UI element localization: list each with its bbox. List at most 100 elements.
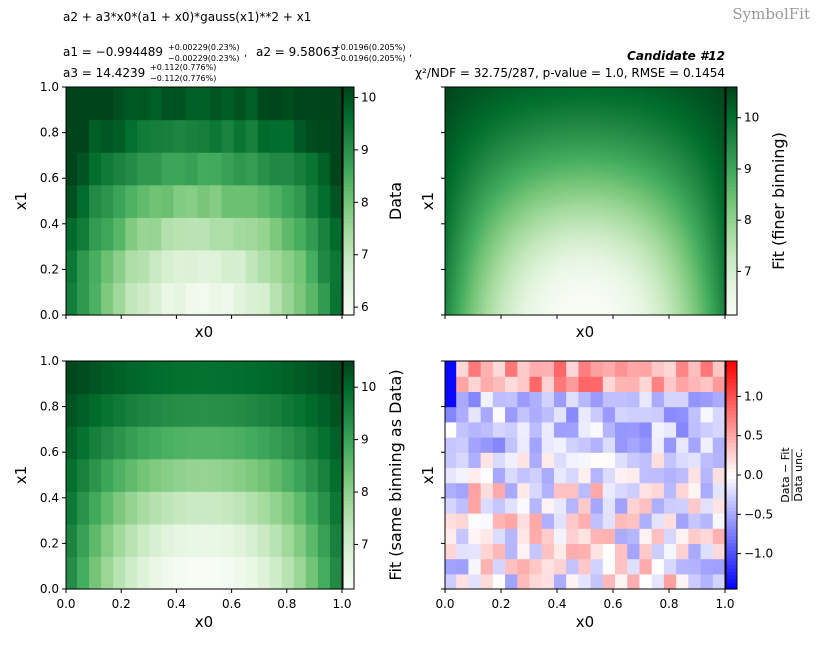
heatmap-cell <box>649 258 653 261</box>
heatmap-cell <box>492 312 496 316</box>
heatmap-cell <box>587 242 592 245</box>
heatmap-cell <box>557 255 561 259</box>
heatmap-cell <box>467 310 471 314</box>
heatmap-cell <box>467 230 471 234</box>
heatmap-cell <box>669 246 673 250</box>
heatmap-cell <box>461 296 466 300</box>
heatmap-cell <box>705 242 709 245</box>
heatmap-cell <box>571 262 575 266</box>
heatmap-cell <box>716 276 720 280</box>
heatmap-cell <box>523 255 527 259</box>
heatmap-cell <box>467 273 471 277</box>
heatmap-cell <box>492 271 496 275</box>
heatmap-cell <box>492 299 496 302</box>
heatmap-cell <box>576 276 580 280</box>
heatmap-cell <box>473 262 477 266</box>
heatmap-cell <box>699 260 704 264</box>
heatmap-cell <box>565 294 569 298</box>
heatmap-cell <box>467 246 471 250</box>
heatmap-cell <box>635 312 639 316</box>
heatmap-cell <box>245 119 259 153</box>
heatmap-cell <box>464 251 468 255</box>
heatmap-cell <box>529 267 533 270</box>
heatmap-cell <box>506 226 510 229</box>
heatmap-cell <box>694 292 698 296</box>
heatmap-cell <box>551 264 555 268</box>
heatmap-cell <box>677 283 681 286</box>
heatmap-cell <box>666 223 670 227</box>
heatmap-cell <box>464 287 468 291</box>
heatmap-cell <box>484 237 488 241</box>
heatmap-cell <box>618 310 622 314</box>
heatmap-cell <box>568 296 572 300</box>
heatmap-cell <box>694 273 698 277</box>
heatmap-cell <box>557 223 561 227</box>
heatmap-cell <box>719 242 723 245</box>
heatmap-cell <box>697 258 701 261</box>
heatmap-cell <box>641 219 645 223</box>
heatmap-cell <box>646 251 650 255</box>
heatmap-cell <box>543 237 547 241</box>
colorbar-swatch <box>343 90 354 95</box>
heatmap-cell <box>125 87 138 121</box>
heatmap-cell <box>699 271 704 275</box>
heatmap-cell <box>699 264 704 268</box>
heatmap-cell <box>615 235 620 239</box>
heatmap-cell <box>467 299 471 302</box>
heatmap-cell <box>464 255 468 259</box>
heatmap-cell <box>473 237 477 241</box>
heatmap-cell <box>503 273 508 277</box>
heatmap-cell <box>632 226 636 229</box>
heatmap-cell <box>495 278 499 282</box>
heatmap-cell <box>534 310 538 314</box>
heatmap-cell <box>459 219 463 223</box>
heatmap-cell <box>545 278 550 282</box>
heatmap-cell <box>548 264 552 268</box>
heatmap-cell <box>596 280 600 284</box>
heatmap-cells <box>66 87 343 316</box>
heatmap-cell <box>716 289 720 293</box>
heatmap-cell <box>470 258 474 261</box>
heatmap-cell <box>573 242 578 245</box>
heatmap-cell <box>691 246 695 250</box>
heatmap-cell <box>585 285 589 289</box>
heatmap-cell <box>663 299 667 302</box>
heatmap-cell <box>663 285 667 289</box>
heatmap-cell <box>685 278 690 282</box>
heatmap-cell <box>711 292 715 296</box>
heatmap-cell <box>596 267 600 270</box>
heatmap-cell <box>484 312 488 316</box>
heatmap-cell <box>568 303 572 307</box>
heatmap-cell <box>587 228 592 232</box>
heatmap-cell <box>655 312 659 316</box>
heatmap-cell <box>708 278 712 282</box>
heatmap-cell <box>683 312 687 316</box>
heatmap-cell <box>529 308 533 312</box>
heatmap-cell <box>481 244 485 248</box>
heatmap-cell <box>590 292 594 296</box>
heatmap-cell <box>445 232 449 236</box>
heatmap-cell <box>545 269 550 273</box>
heatmap-cell <box>565 219 569 223</box>
heatmap-cell <box>629 303 634 307</box>
heatmap-cell <box>699 230 704 234</box>
heatmap-cell <box>582 264 586 268</box>
heatmap-cell <box>705 283 709 286</box>
heatmap-cell <box>680 230 684 234</box>
heatmap-cell <box>601 269 606 273</box>
heatmap-cell <box>702 253 706 257</box>
heatmap-cell <box>576 251 580 255</box>
heatmap-cell <box>484 276 488 280</box>
heatmap-cell <box>666 253 670 257</box>
heatmap-cell <box>624 226 628 229</box>
heatmap-cell <box>680 305 684 309</box>
heatmap-cell <box>554 269 558 273</box>
heatmap-cell <box>571 285 575 289</box>
formula: a2 + a3*x0*(a1 + x0)*gauss(x1)**2 + x1 <box>63 10 311 24</box>
heatmap-cell <box>543 235 547 239</box>
heatmap-cell <box>713 271 718 275</box>
heatmap-cell <box>559 221 564 225</box>
heatmap-cell <box>669 235 673 239</box>
heatmap-cell <box>579 251 583 255</box>
heatmap-cell <box>573 262 578 266</box>
